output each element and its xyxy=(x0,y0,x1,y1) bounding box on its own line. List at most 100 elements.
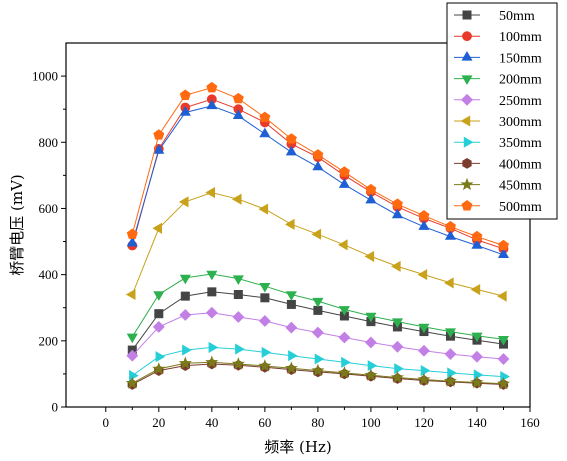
data-point xyxy=(497,248,510,258)
data-point xyxy=(180,291,190,301)
legend-marker xyxy=(460,177,474,191)
data-point xyxy=(496,376,511,390)
data-point xyxy=(285,145,297,156)
data-point xyxy=(367,360,378,372)
data-point xyxy=(258,315,271,327)
data-point xyxy=(391,340,404,353)
data-point xyxy=(125,376,139,389)
data-point xyxy=(471,230,483,242)
data-point xyxy=(286,299,296,309)
data-point xyxy=(314,353,325,365)
legend-item: 400mm xyxy=(454,157,542,172)
legend-item: 450mm xyxy=(454,177,542,194)
y-axis-title: 桥臂电压 (mV) xyxy=(8,174,26,276)
data-point xyxy=(129,370,139,382)
data-point xyxy=(471,350,483,363)
data-point xyxy=(391,260,401,272)
data-point xyxy=(206,270,218,281)
data-point xyxy=(364,336,377,349)
legend-label: 500mm xyxy=(499,200,542,215)
data-point xyxy=(258,203,269,215)
x-tick-label: 160 xyxy=(520,415,540,430)
data-point xyxy=(178,356,192,369)
data-point xyxy=(205,187,216,199)
x-tick-label: 60 xyxy=(258,415,271,430)
legend-label: 100mm xyxy=(499,30,542,45)
legend-label: 350mm xyxy=(499,136,542,151)
data-point xyxy=(497,335,510,346)
legend-item: 500mm xyxy=(454,200,542,215)
legend-marker xyxy=(462,31,472,42)
x-tick-label: 40 xyxy=(205,415,218,430)
data-point xyxy=(284,218,295,230)
legend-item: 250mm xyxy=(454,94,542,109)
data-point xyxy=(232,275,244,286)
x-tick-label: 120 xyxy=(414,415,434,430)
data-point xyxy=(312,160,324,171)
data-point xyxy=(444,230,456,240)
data-point xyxy=(260,293,270,303)
data-point xyxy=(205,355,219,368)
data-point xyxy=(205,306,218,319)
data-point xyxy=(418,323,430,334)
data-point xyxy=(390,370,404,384)
legend-item: 50mm xyxy=(454,9,535,24)
data-point xyxy=(179,89,191,100)
y-tick-label: 400 xyxy=(39,267,59,282)
legend-item: 350mm xyxy=(454,136,542,151)
data-point xyxy=(338,239,348,251)
legend-label: 300mm xyxy=(499,115,542,130)
legend-label: 450mm xyxy=(499,179,542,194)
legend-marker xyxy=(461,75,473,86)
data-point xyxy=(126,333,138,344)
data-point xyxy=(444,277,454,289)
data-point xyxy=(285,133,297,144)
data-point xyxy=(312,297,324,308)
data-point xyxy=(444,328,456,338)
data-point xyxy=(155,351,166,363)
data-point xyxy=(418,344,430,357)
series-300mm xyxy=(125,187,507,302)
y-tick-label: 200 xyxy=(39,333,59,348)
data-point xyxy=(232,92,244,104)
series-150mm xyxy=(126,99,510,258)
data-point xyxy=(391,198,403,209)
data-point xyxy=(417,372,431,386)
data-point xyxy=(341,356,351,368)
x-tick-label: 140 xyxy=(467,415,487,430)
series-500mm xyxy=(126,81,509,251)
data-point xyxy=(417,269,428,281)
legend-label: 400mm xyxy=(499,157,542,172)
data-point xyxy=(125,288,136,301)
legend-marker xyxy=(462,158,472,169)
data-point xyxy=(284,361,298,374)
legend-label: 250mm xyxy=(499,94,542,109)
legend-marker xyxy=(461,50,473,61)
data-point xyxy=(126,349,139,362)
data-point xyxy=(471,332,483,343)
series-50mm xyxy=(127,287,508,355)
data-point xyxy=(179,274,191,285)
x-tick-label: 20 xyxy=(152,415,165,430)
data-point xyxy=(470,375,484,389)
legend-marker xyxy=(463,136,474,148)
data-point xyxy=(447,367,457,379)
data-point xyxy=(231,193,242,205)
data-point xyxy=(207,287,217,297)
y-tick-label: 800 xyxy=(39,135,59,150)
data-point xyxy=(418,209,430,221)
data-point xyxy=(471,239,483,249)
data-point xyxy=(179,106,191,116)
data-point xyxy=(470,283,481,296)
legend: 50mm 100mm 150mm 200mm 250mm 300mm 350mm 400mm 4… xyxy=(446,2,558,220)
data-point xyxy=(365,193,377,204)
legend-item: 150mm xyxy=(454,50,542,66)
data-point xyxy=(153,129,165,140)
x-tick-label: 80 xyxy=(311,415,324,430)
legend-item: 300mm xyxy=(454,115,542,130)
data-point xyxy=(418,220,430,230)
legend-marker xyxy=(460,115,471,127)
data-point xyxy=(154,309,164,319)
legend-marker xyxy=(461,200,473,211)
